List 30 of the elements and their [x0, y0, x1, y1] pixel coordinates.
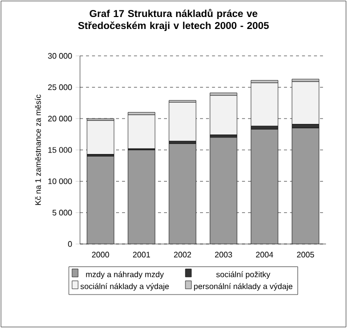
x-tick-label: 2001 — [133, 252, 150, 258]
x-tick-label: 2002 — [174, 252, 191, 258]
x-tick-label: 2005 — [297, 252, 314, 258]
text: sociální požitky — [216, 271, 270, 279]
legend-label: mzdy a náhrady mzdy — [86, 271, 164, 279]
bar — [210, 137, 237, 244]
bar — [292, 128, 320, 244]
bar — [250, 82, 278, 126]
y-tick-label: 30 000 — [48, 53, 72, 59]
bar — [251, 129, 278, 244]
y-tick-label: 0 — [68, 241, 72, 247]
chart-title: Graf 17 Struktura nákladů práce ve Středočeském kraji v letech 2000 - 2005 — [78, 8, 269, 32]
x-tick-label: 2003 — [215, 252, 232, 258]
bar — [128, 150, 156, 244]
legend-label: sociální náklady a výdaje — [80, 283, 169, 291]
y-axis-title: Kč na 1 zaměstnance za měsíc — [34, 94, 41, 205]
legend-label: personální náklady a výdaje — [194, 283, 292, 291]
y-tick-label: 25 000 — [48, 84, 72, 90]
bar — [168, 102, 196, 142]
bar — [210, 95, 238, 136]
y-tick-label: 15 000 — [48, 147, 72, 153]
y-tick-label: 10 000 — [48, 178, 72, 184]
bar — [86, 120, 114, 155]
bar — [87, 156, 114, 244]
y-tick-label: 5 000 — [52, 210, 72, 216]
x-tick-label: 2000 — [92, 252, 110, 258]
y-tick-label: 20 000 — [48, 116, 72, 122]
x-tick-label: 2004 — [256, 252, 274, 258]
bar — [292, 81, 320, 124]
bar — [169, 144, 196, 244]
